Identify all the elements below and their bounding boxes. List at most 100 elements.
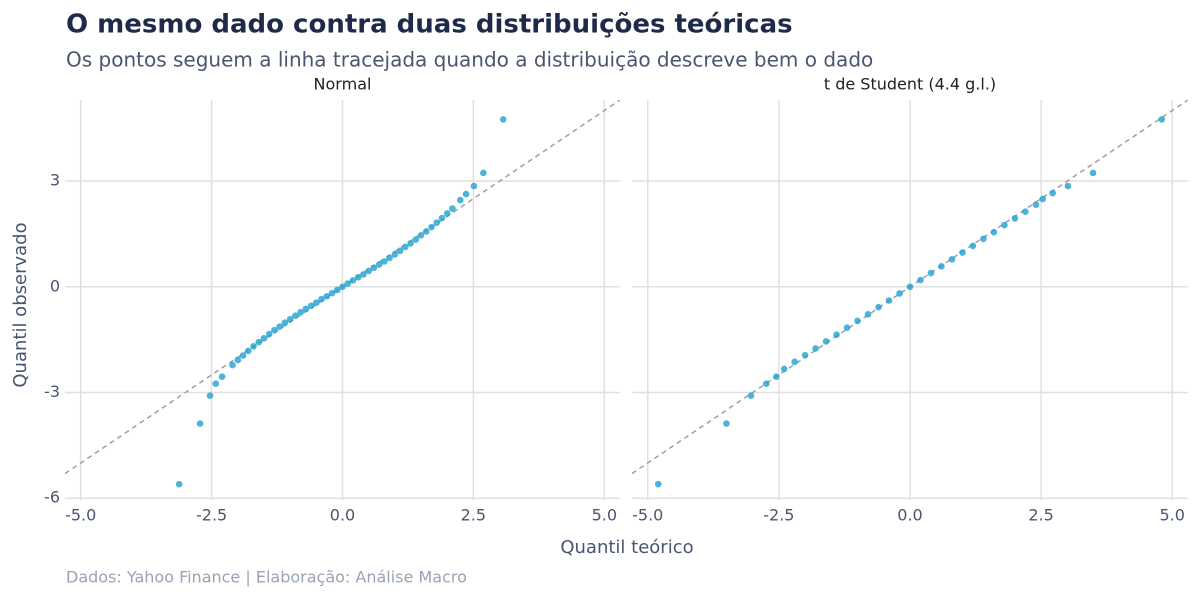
data-point (196, 420, 204, 427)
x-tick-label: -2.5 (196, 506, 227, 525)
data-point (412, 236, 420, 243)
data-point (407, 240, 414, 247)
data-point (365, 267, 372, 275)
y-tick-label: -6 (44, 488, 60, 507)
x-tick-label: 5.0 (592, 506, 617, 525)
x-tick-label: 2.5 (461, 506, 486, 525)
data-point (938, 263, 945, 270)
y-tick-label: -3 (44, 382, 60, 401)
data-point (354, 273, 362, 281)
data-point (206, 392, 214, 399)
data-point (276, 323, 283, 330)
data-point (417, 232, 425, 239)
data-point (1089, 169, 1097, 177)
y-tick-label: 3 (50, 171, 60, 190)
data-point (265, 330, 273, 338)
data-point (323, 292, 331, 300)
data-point (229, 361, 236, 369)
source-note: Dados: Yahoo Finance | Elaboração: Análi… (66, 568, 467, 587)
data-point (1158, 116, 1166, 123)
data-point (433, 219, 441, 226)
data-point (654, 480, 662, 488)
data-point (328, 289, 336, 297)
data-point (297, 308, 304, 316)
data-point (906, 283, 914, 291)
data-point (360, 271, 367, 278)
data-point (1022, 208, 1029, 216)
data-point (402, 243, 409, 251)
data-point (386, 254, 393, 262)
data-point (349, 277, 357, 284)
data-point (457, 196, 464, 204)
data-point (854, 317, 861, 325)
data-point (822, 338, 830, 345)
data-point (896, 290, 903, 297)
data-point (1011, 215, 1019, 222)
x-tick-label: 0.0 (897, 506, 922, 525)
panel-title: Normal (314, 75, 372, 94)
data-point (250, 343, 257, 350)
data-point (234, 356, 242, 364)
data-point (723, 420, 730, 427)
data-point (292, 312, 299, 319)
points (654, 116, 1166, 488)
chart-subtitle: Os pontos seguem a linha tracejada quand… (66, 48, 873, 72)
data-point (801, 351, 809, 359)
data-point (218, 373, 226, 380)
data-point (339, 283, 346, 291)
x-axis-label: Quantil teórico (560, 537, 693, 558)
data-point (375, 261, 383, 268)
data-point (307, 302, 315, 310)
data-point (885, 297, 893, 304)
data-point (391, 251, 399, 258)
data-point (480, 169, 487, 177)
x-tick-label: -5.0 (65, 506, 96, 525)
data-point (917, 276, 924, 284)
points (175, 116, 507, 488)
data-point (381, 258, 388, 265)
data-point (175, 480, 183, 488)
data-point (747, 392, 755, 399)
data-point (302, 305, 310, 313)
x-tick-label: 0.0 (330, 506, 355, 525)
data-point (281, 319, 289, 327)
data-point (443, 210, 451, 217)
x-tick-label: 2.5 (1028, 506, 1053, 525)
data-point (959, 249, 966, 256)
data-point (1039, 195, 1047, 203)
y-tick-label: 0 (50, 276, 60, 295)
y-axis-label: Quantil observado (10, 222, 31, 387)
data-point (449, 205, 456, 212)
data-point (780, 365, 788, 373)
data-point (1032, 201, 1040, 208)
data-point (212, 380, 220, 388)
data-point (833, 331, 840, 339)
chart-title: O mesmo dado contra duas distribuições t… (66, 10, 793, 40)
data-point (948, 255, 956, 263)
data-point (286, 315, 294, 323)
data-point (990, 228, 998, 236)
data-point (927, 269, 935, 277)
data-point (864, 310, 872, 318)
data-point (333, 286, 341, 294)
data-point (255, 338, 263, 346)
data-point (239, 352, 247, 359)
data-point (313, 299, 320, 306)
data-point (843, 324, 851, 331)
data-point (260, 334, 268, 342)
x-tick-label: 5.0 (1160, 506, 1185, 525)
data-point (812, 345, 819, 352)
data-point (1049, 189, 1056, 197)
data-point (1064, 182, 1072, 190)
data-point (762, 380, 770, 388)
data-point (370, 264, 378, 272)
data-point (422, 228, 430, 235)
data-point (244, 347, 252, 355)
data-point (980, 235, 987, 243)
data-point (772, 373, 780, 380)
data-point (499, 116, 507, 123)
data-point (462, 190, 470, 198)
x-tick-label: -5.0 (632, 506, 663, 525)
data-point (271, 326, 278, 334)
data-point (438, 214, 446, 222)
